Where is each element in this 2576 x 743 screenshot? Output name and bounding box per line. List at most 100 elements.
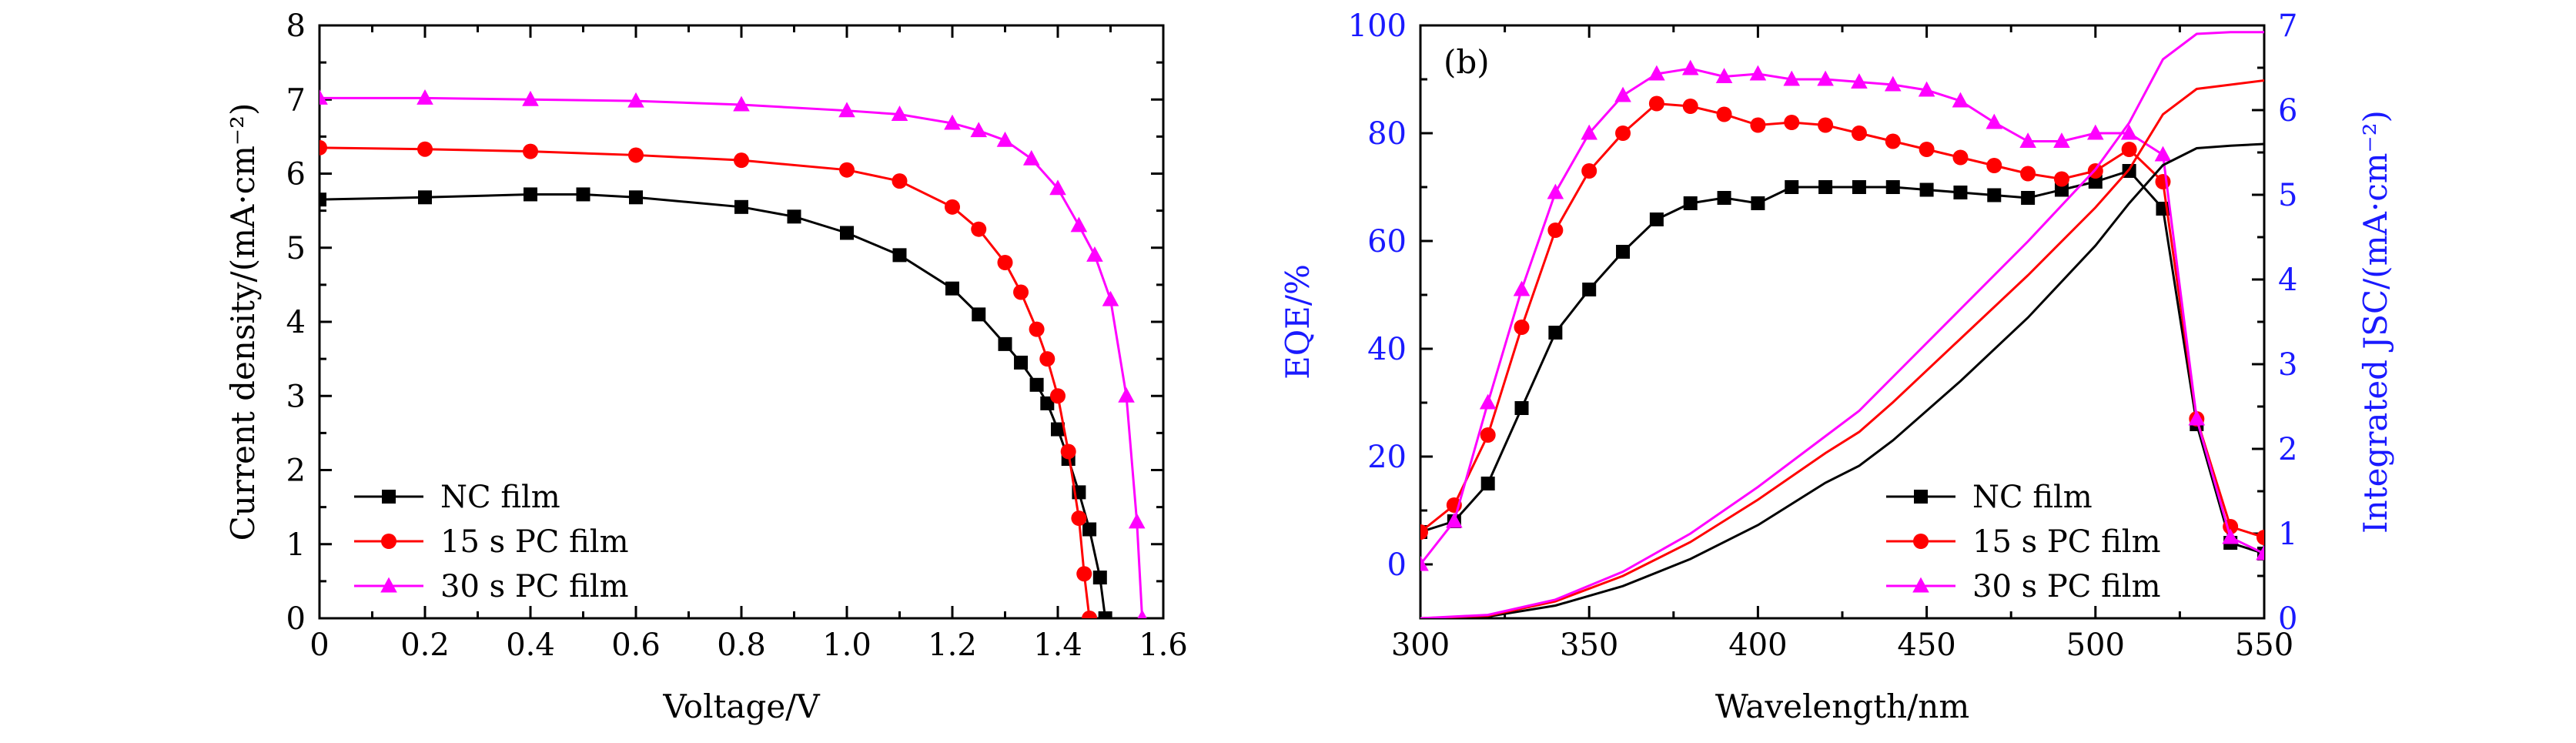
x-tick-label: 500 — [2066, 628, 2125, 663]
data-point-1 — [997, 255, 1013, 270]
series-line-4 — [1420, 79, 2264, 618]
data-point-0 — [418, 190, 432, 205]
data-point-2 — [1581, 124, 1597, 140]
data-point-2 — [996, 131, 1014, 147]
data-point-0 — [892, 248, 907, 263]
data-point-2 — [1952, 92, 1969, 108]
y-axis-title-b: EQE/% — [1279, 264, 1316, 380]
data-point-0 — [1717, 191, 1731, 205]
data-point-2 — [2256, 544, 2264, 561]
data-point-1 — [1480, 427, 1496, 443]
x-axis-title-a: Voltage/V — [662, 688, 820, 725]
data-point-2 — [2188, 410, 2206, 426]
data-point-1 — [1615, 126, 1631, 141]
data-point-0 — [629, 190, 643, 205]
data-point-1 — [1716, 106, 1732, 122]
data-point-2 — [319, 89, 328, 105]
data-point-1 — [971, 221, 987, 237]
data-point-0 — [1098, 611, 1112, 618]
y2-tick-label: 6 — [2278, 93, 2297, 129]
data-point-2 — [970, 122, 988, 138]
y2-tick-label: 0 — [2278, 601, 2297, 637]
data-point-2 — [1022, 149, 1040, 166]
series-layer-a — [319, 89, 1147, 618]
data-point-0 — [1029, 377, 1044, 392]
y-tick-label: 60 — [1367, 224, 1407, 259]
data-point-1 — [1851, 126, 1867, 141]
data-point-1 — [1986, 158, 2002, 173]
data-point-2 — [1128, 513, 1146, 529]
y-tick-label: 0 — [1387, 547, 1407, 583]
x-tick-label: 1.2 — [928, 628, 977, 663]
series-line-5 — [1420, 31, 2264, 618]
data-point-0 — [998, 336, 1012, 351]
data-point-1 — [1784, 115, 1800, 130]
data-point-1 — [2020, 166, 2036, 182]
data-point-2 — [1102, 290, 1119, 306]
data-point-1 — [1514, 320, 1530, 335]
data-point-0 — [734, 199, 748, 214]
series-line-0 — [1420, 169, 2264, 555]
data-point-2 — [1070, 216, 1088, 233]
legend-label: 30 s PC film — [1972, 569, 2161, 604]
data-point-0 — [319, 192, 326, 207]
series-line-2 — [1420, 67, 2264, 565]
data-point-0 — [840, 226, 854, 240]
data-point-1 — [2121, 142, 2137, 157]
data-point-0 — [1885, 180, 1900, 194]
data-point-2 — [1086, 246, 1103, 262]
data-point-0 — [1987, 188, 2002, 202]
data-point-1 — [2053, 171, 2069, 187]
y-tick-label: 3 — [286, 379, 306, 414]
chart-panel-a: 0 0.2 0.4 0.6 0.8 1.0 1.2 1.4 1.6 0 1 2 3 4 5 6 7 8 NC fi… — [224, 8, 1188, 725]
data-point-0 — [1751, 196, 1765, 210]
y-tick-label: 20 — [1367, 440, 1407, 475]
series-line-0 — [319, 192, 1107, 618]
x-tick-label: 1.4 — [1033, 628, 1082, 663]
data-point-1 — [319, 139, 327, 156]
data-point-0 — [1785, 180, 1799, 194]
data-point-2 — [1513, 280, 1531, 296]
data-point-1 — [1050, 388, 1066, 404]
data-point-1 — [1818, 117, 1834, 133]
x-tick-label: 0.2 — [400, 628, 450, 663]
legend-label: 15 s PC film — [1972, 524, 2161, 560]
legend-label: 15 s PC film — [440, 524, 629, 560]
data-point-2 — [2087, 124, 2104, 140]
data-point-1 — [1071, 510, 1087, 527]
data-point-2 — [891, 105, 908, 122]
data-point-0 — [1649, 213, 1664, 226]
y-tick-label: 4 — [286, 305, 306, 340]
x-tick-label: 350 — [1560, 628, 1618, 663]
legend-marker — [382, 490, 396, 504]
data-point-0 — [1582, 283, 1597, 296]
data-point-0 — [1014, 355, 1029, 370]
data-point-0 — [1919, 182, 1934, 197]
x-tick-label: 550 — [2235, 628, 2293, 663]
y2-tick-label: 2 — [2278, 432, 2297, 467]
legend-label: NC film — [440, 480, 560, 515]
data-point-1 — [1029, 321, 1045, 337]
data-point-1 — [1919, 142, 1935, 157]
data-point-2 — [1479, 393, 1497, 410]
data-point-0 — [1514, 401, 1529, 415]
data-point-0 — [1480, 477, 1495, 490]
data-point-2 — [1648, 65, 1665, 81]
data-point-0 — [1818, 180, 1833, 194]
data-point-2 — [2222, 528, 2239, 544]
data-point-1 — [523, 143, 538, 159]
data-point-0 — [787, 209, 801, 224]
data-point-0 — [1953, 186, 1968, 199]
data-point-2 — [944, 114, 961, 130]
data-point-1 — [1682, 99, 1698, 114]
data-point-2 — [733, 95, 750, 112]
data-point-0 — [2021, 191, 2036, 205]
y-tick-label: 2 — [286, 453, 306, 489]
data-point-1 — [1750, 117, 1766, 133]
legend-marker — [380, 577, 397, 593]
y-tick-label: 6 — [286, 157, 306, 192]
axis-ticks-a: 0 0.2 0.4 0.6 0.8 1.0 1.2 1.4 1.6 0 1 2 3 4 5 6 7 8 — [286, 8, 1188, 663]
data-point-2 — [627, 92, 644, 108]
y-tick-label: 5 — [286, 231, 306, 266]
